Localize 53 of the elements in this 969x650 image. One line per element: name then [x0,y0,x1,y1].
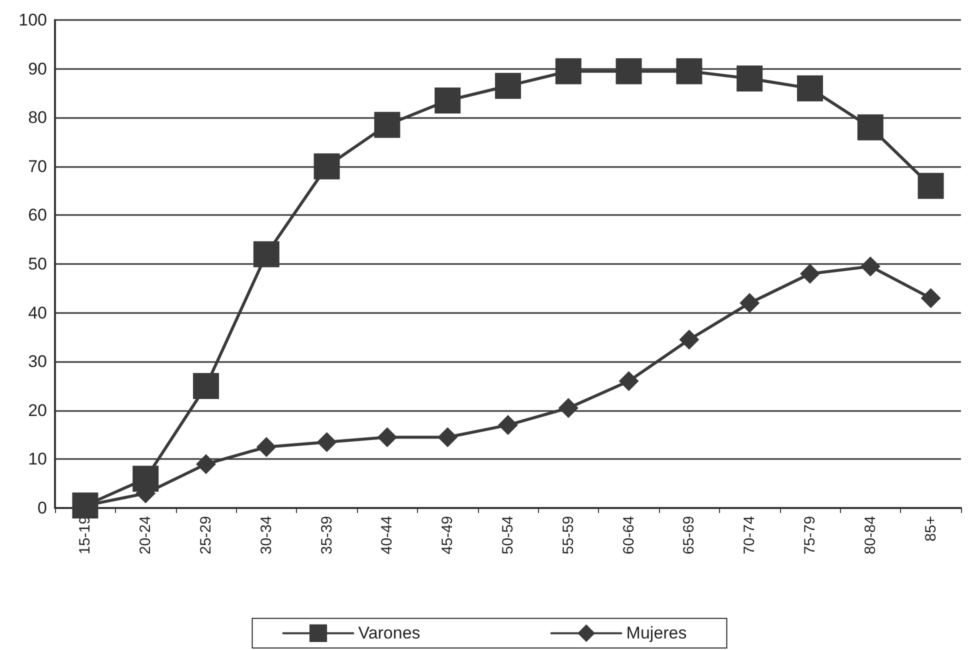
y-tick-label: 40 [28,303,47,322]
y-tick-label: 10 [28,450,47,469]
y-tick-label: 0 [38,498,47,518]
x-tick-label: 75-79 [802,516,818,554]
x-tick-label: 55-59 [560,516,577,554]
point [193,373,219,399]
point [256,437,276,457]
x-tick-label: 20-24 [137,516,154,554]
x-tick-label: 85+ [922,516,940,542]
point [920,288,941,308]
point [434,88,461,114]
y-tick-label: 20 [28,400,47,420]
point [374,112,400,138]
point [555,58,582,84]
x-tick-label: 60-64 [620,516,638,554]
x-tick-label: 25-29 [198,516,214,554]
point [253,241,280,268]
x-tick-label: 30-34 [258,516,275,554]
point [495,72,521,99]
point [857,114,884,140]
point [736,66,763,92]
point [618,371,639,392]
x-tick-label: 65-69 [680,516,698,554]
legend-label: Mujeres [626,624,687,643]
x-tick-label: 40-44 [378,516,396,554]
y-tick-label: 50 [28,254,47,274]
point [498,415,518,436]
x-tick-label: 70-74 [741,516,758,554]
point [797,75,823,102]
y-tick-label: 100 [18,10,47,30]
y-tick-label: 30 [28,352,47,372]
point [616,58,642,84]
x-tick-label: 50-54 [500,516,516,554]
point [558,398,578,418]
point [316,432,337,452]
point [676,58,702,84]
point [740,293,760,314]
y-tick-label: 70 [28,156,47,176]
y-tick-label: 80 [28,108,47,128]
point [377,427,398,448]
y-tick-label: 90 [28,59,47,78]
point [800,264,820,284]
point [918,172,944,199]
point [438,427,458,448]
point [196,454,216,474]
y-tick-label: 60 [28,206,47,225]
x-tick-label: 35-39 [318,516,336,554]
x-tick-label: 45-49 [439,516,456,554]
point [679,330,700,350]
x-tick-label: 80-84 [862,516,879,554]
legend-label: Varones [358,624,420,643]
point [860,256,880,276]
point [314,153,340,180]
